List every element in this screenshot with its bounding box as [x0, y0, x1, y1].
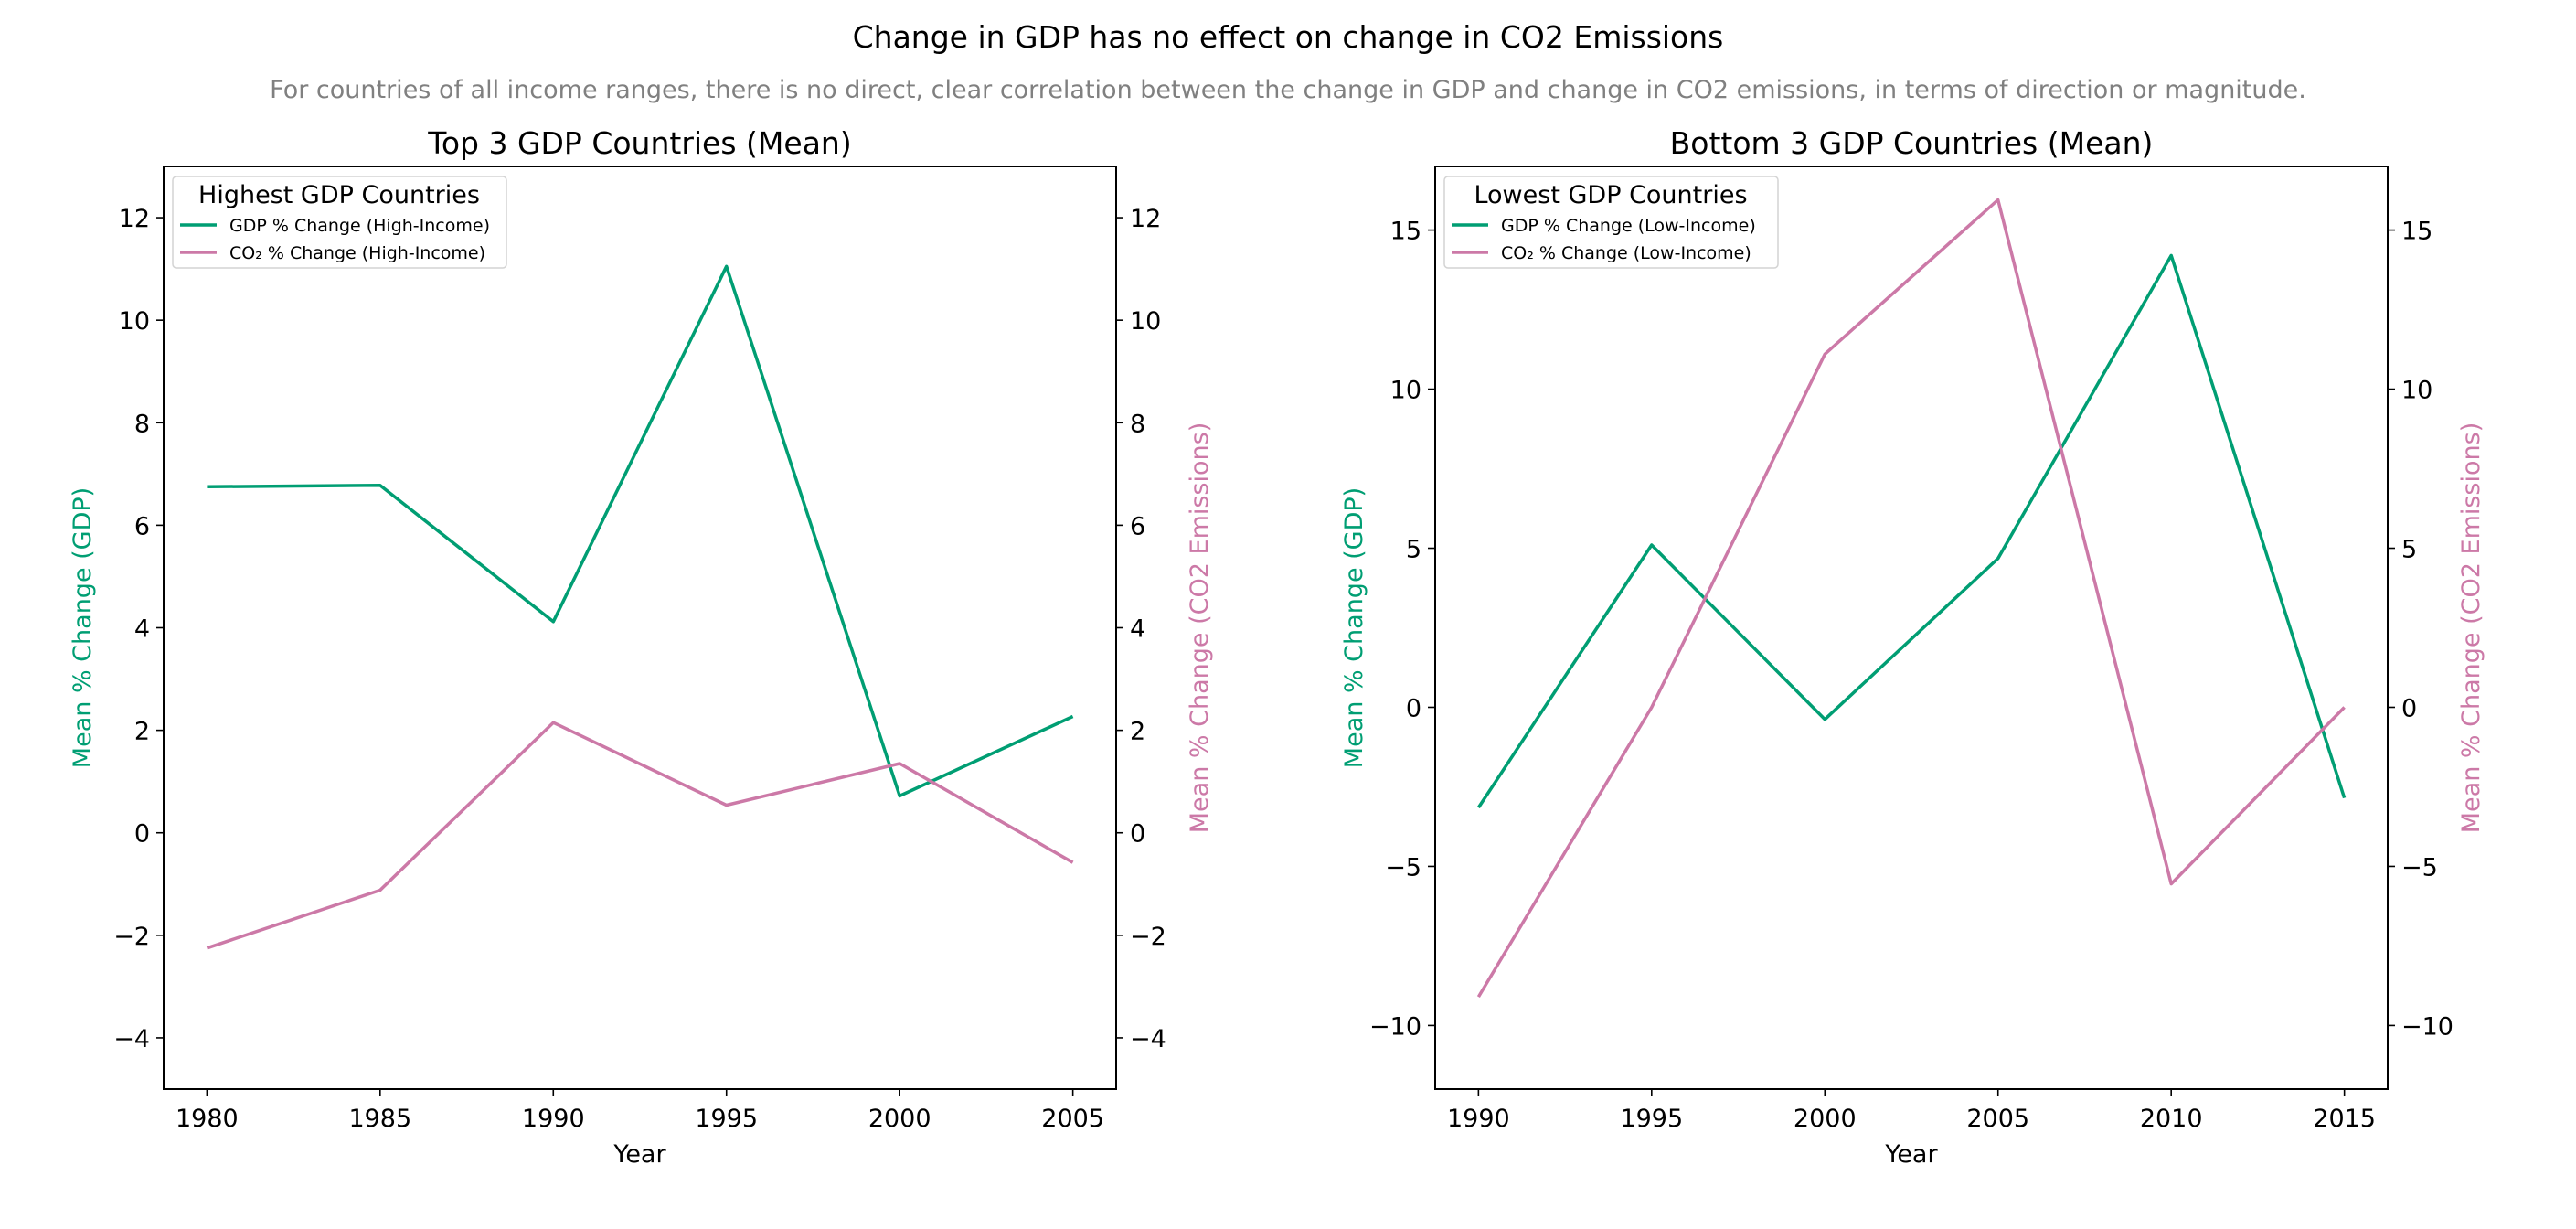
gdp-series-line [1476, 253, 2347, 809]
figure-subtitle: For countries of all income ranges, ther… [270, 76, 2306, 104]
legend-entry-label: CO₂ % Change (High-Income) [229, 243, 485, 263]
y-right-tick-label: 2 [1130, 718, 1145, 746]
x-tick-label: 2000 [1794, 1105, 1857, 1133]
co2-series-line [1476, 198, 2346, 998]
legend-entry-label: GDP % Change (High-Income) [229, 216, 490, 236]
y-right-tick-label: 5 [2401, 536, 2417, 564]
figure-title: Change in GDP has no effect on change in… [853, 19, 1724, 55]
y-left-tick-label: 2 [134, 718, 150, 746]
legend-entry-label: CO₂ % Change (Low-Income) [1501, 243, 1751, 263]
x-tick-label: 2015 [2313, 1105, 2376, 1133]
y-left-tick-label: 6 [134, 512, 150, 540]
y-right-tick-label: 0 [2401, 694, 2417, 722]
y-right-tick-label: 6 [1130, 512, 1145, 540]
y-left-tick-label: 10 [119, 307, 150, 336]
legend: Highest GDP Countries GDP % Change (High-… [172, 176, 507, 269]
y-left-tick-label: 10 [1390, 377, 1421, 405]
y-right-axis-label: Mean % Change (CO2 Emissions) [1186, 422, 1214, 833]
legend-box [172, 176, 507, 269]
y-right-tick-label: −2 [1130, 923, 1166, 951]
y-left-tick-label: 15 [1390, 218, 1421, 246]
plot-frame [163, 166, 1117, 1090]
x-tick-label: 1995 [1620, 1105, 1683, 1133]
y-right-tick-label: 15 [2401, 218, 2432, 246]
y-left-axis-label: Mean % Change (GDP) [1340, 487, 1368, 768]
y-left-tick-label: 12 [119, 205, 150, 233]
y-left-tick-label: 8 [134, 410, 150, 438]
y-left-tick-label: −2 [113, 923, 150, 951]
y-right-tick-label: 8 [1130, 410, 1145, 438]
x-axis-label: Year [1884, 1140, 1938, 1169]
y-left-axis-label: Mean % Change (GDP) [69, 487, 97, 768]
x-tick-label: 2010 [2140, 1105, 2203, 1133]
y-right-tick-label: 10 [1130, 307, 1161, 336]
panel-title: Top 3 GDP Countries (Mean) [427, 125, 851, 161]
x-tick-label: 2005 [1966, 1105, 2029, 1133]
y-right-tick-label: 10 [2401, 377, 2432, 405]
y-left-tick-label: −5 [1385, 853, 1421, 882]
panel-title: Bottom 3 GDP Countries (Mean) [1670, 125, 2154, 161]
y-right-tick-label: 0 [1130, 820, 1145, 849]
x-tick-label: 2005 [1041, 1105, 1104, 1133]
y-right-tick-label: 12 [1130, 205, 1161, 233]
x-tick-label: 2000 [868, 1105, 931, 1133]
x-tick-label: 1995 [695, 1105, 758, 1133]
y-left-tick-label: −4 [113, 1025, 150, 1053]
y-left-tick-label: 0 [134, 820, 150, 849]
charts-group: Top 3 GDP Countries (Mean) 1980 1985 1990 19… [69, 125, 2486, 1169]
chart-panel-2: Bottom 3 GDP Countries (Mean) 1990 1995 200… [1340, 125, 2486, 1169]
y-right-tick-label: −5 [2401, 853, 2438, 882]
legend-title: Highest GDP Countries [198, 181, 480, 209]
x-tick-label: 1985 [348, 1105, 411, 1133]
x-axis-label: Year [612, 1140, 666, 1169]
legend-box [1443, 176, 1779, 269]
legend: Lowest GDP Countries GDP % Change (Low-In… [1443, 176, 1779, 269]
y-left-tick-label: 0 [1406, 694, 1421, 722]
y-right-tick-label: −4 [1130, 1025, 1166, 1053]
chart-panel-1: Top 3 GDP Countries (Mean) 1980 1985 1990 19… [69, 125, 1214, 1169]
x-tick-label: 1980 [176, 1105, 239, 1133]
y-right-tick-label: 4 [1130, 615, 1145, 644]
gdp-series-line [207, 264, 1074, 798]
x-tick-label: 1990 [522, 1105, 585, 1133]
x-tick-label: 1990 [1447, 1105, 1510, 1133]
legend-title: Lowest GDP Countries [1474, 181, 1747, 209]
y-right-tick-label: −10 [2401, 1012, 2454, 1041]
y-left-tick-label: 4 [134, 615, 150, 644]
y-left-tick-label: −10 [1369, 1012, 1421, 1041]
plot-frame [1434, 166, 2389, 1090]
co2-series-line [206, 721, 1074, 950]
y-right-axis-label: Mean % Change (CO2 Emissions) [2457, 422, 2486, 833]
legend-entry-label: GDP % Change (Low-Income) [1501, 216, 1756, 236]
y-left-tick-label: 5 [1406, 536, 1421, 564]
